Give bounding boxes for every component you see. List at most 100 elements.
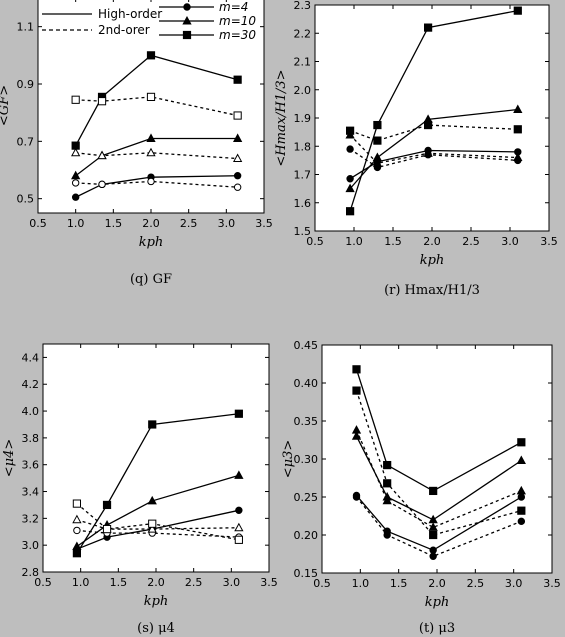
data-point [513, 152, 523, 162]
data-point [97, 97, 107, 106]
x-tick-label: 2.0 [423, 235, 441, 248]
x-axis-label: kph [425, 595, 450, 610]
data-point [102, 500, 112, 510]
x-axis-label: kph [139, 235, 164, 250]
x-tick-label: 1.0 [67, 217, 85, 230]
plot-area [42, 343, 270, 573]
data-point [234, 522, 244, 532]
x-tick-label: 3.5 [540, 235, 558, 248]
data-point [383, 479, 392, 488]
series-line [349, 124, 518, 142]
series-line [76, 519, 239, 530]
plot-area [314, 4, 550, 232]
y-tick-label: 2.1 [294, 56, 312, 69]
data-point [97, 150, 107, 160]
x-tick-label: 2.5 [185, 576, 203, 589]
data-point [346, 207, 355, 216]
data-point [235, 506, 243, 515]
data-point [233, 111, 242, 120]
data-point [423, 148, 433, 157]
series-circle-dashed [71, 177, 242, 191]
y-tick-label: 4.2 [22, 378, 40, 391]
series-square-solid [72, 409, 243, 558]
y-tick-label: 3.0 [22, 539, 40, 552]
x-axis-label: kph [420, 253, 445, 268]
data-point [233, 183, 242, 191]
series-line [75, 180, 238, 188]
series-line [75, 152, 238, 160]
data-point [71, 179, 80, 187]
y-tick-label: 1.8 [294, 140, 312, 153]
data-point [233, 75, 242, 84]
y-axis-label: <Hmax/H1/3> [274, 69, 289, 166]
chart-panel-3: 0.5 1.0 1.5 2.0 2.5 3.0 3.5 2.8 3.0 3.2 3.4 3.6 3.8 4… [2, 343, 278, 636]
x-tick-label: 0.5 [306, 235, 324, 248]
x-tick-label: 1.0 [352, 577, 370, 590]
y-tick-label: 0.5 [17, 193, 35, 206]
panel-caption: (q) GF [130, 272, 172, 287]
legend-label: m=30 [219, 28, 256, 42]
data-point [71, 193, 80, 201]
y-tick-label: 3.8 [22, 432, 40, 445]
data-point [516, 485, 526, 495]
data-point [513, 6, 522, 15]
data-point [517, 438, 526, 447]
data-point [71, 95, 80, 104]
data-point [71, 147, 81, 157]
data-point [352, 493, 361, 501]
series-line [76, 474, 240, 548]
data-point [429, 486, 438, 496]
x-tick-label: 2.0 [428, 577, 446, 590]
legend-label: m=4 [219, 0, 248, 14]
x-tick-label: 1.5 [384, 235, 402, 248]
x-tick-label: 1.5 [390, 577, 408, 590]
data-point [345, 183, 355, 193]
x-tick-label: 1.5 [110, 576, 128, 589]
y-tick-label: 3.2 [22, 512, 40, 525]
y-tick-label: 0.40 [294, 377, 319, 390]
series-line [356, 495, 522, 551]
x-tick-label: 0.5 [29, 217, 47, 230]
series-line [349, 10, 518, 212]
x-tick-label: 2.5 [462, 235, 480, 248]
data-point [352, 386, 361, 395]
y-tick-label: 4.0 [22, 405, 40, 418]
y-tick-label: 0.20 [294, 529, 319, 542]
data-point [352, 365, 361, 374]
y-tick-label: 1.5 [294, 225, 312, 238]
series-square-dashed [72, 499, 243, 544]
data-point [233, 172, 242, 180]
series-line [76, 503, 239, 541]
data-point [234, 535, 243, 544]
y-tick-label: 1.7 [294, 169, 312, 182]
series-line [75, 175, 238, 198]
data-point [429, 552, 437, 560]
y-tick-label: 2.8 [22, 566, 40, 579]
data-point [346, 126, 355, 135]
series-line [355, 435, 522, 521]
data-point [517, 493, 526, 501]
y-axis-label: <GF> [0, 85, 12, 126]
series-line [355, 496, 522, 557]
series-square-dashed [352, 386, 526, 540]
panel-caption: (s) μ4 [137, 621, 175, 636]
data-point [516, 455, 526, 465]
y-tick-label: 0.35 [294, 415, 319, 428]
series-line [75, 137, 238, 177]
data-point [98, 180, 106, 189]
legend-label: 2nd-orer [98, 23, 150, 37]
x-tick-label: 0.5 [34, 576, 52, 589]
series-square-solid [71, 51, 242, 150]
x-tick-label: 2.5 [467, 577, 485, 590]
y-tick-label: 2.2 [294, 27, 312, 40]
data-point [346, 175, 354, 183]
series-square-solid [352, 365, 526, 496]
x-tick-label: 3.0 [501, 235, 519, 248]
series-line [75, 54, 238, 146]
data-point [102, 524, 112, 534]
data-point [183, 3, 191, 11]
data-point [72, 549, 82, 558]
data-point [234, 470, 244, 479]
y-tick-label: 2.3 [294, 0, 312, 12]
data-point [232, 153, 243, 163]
